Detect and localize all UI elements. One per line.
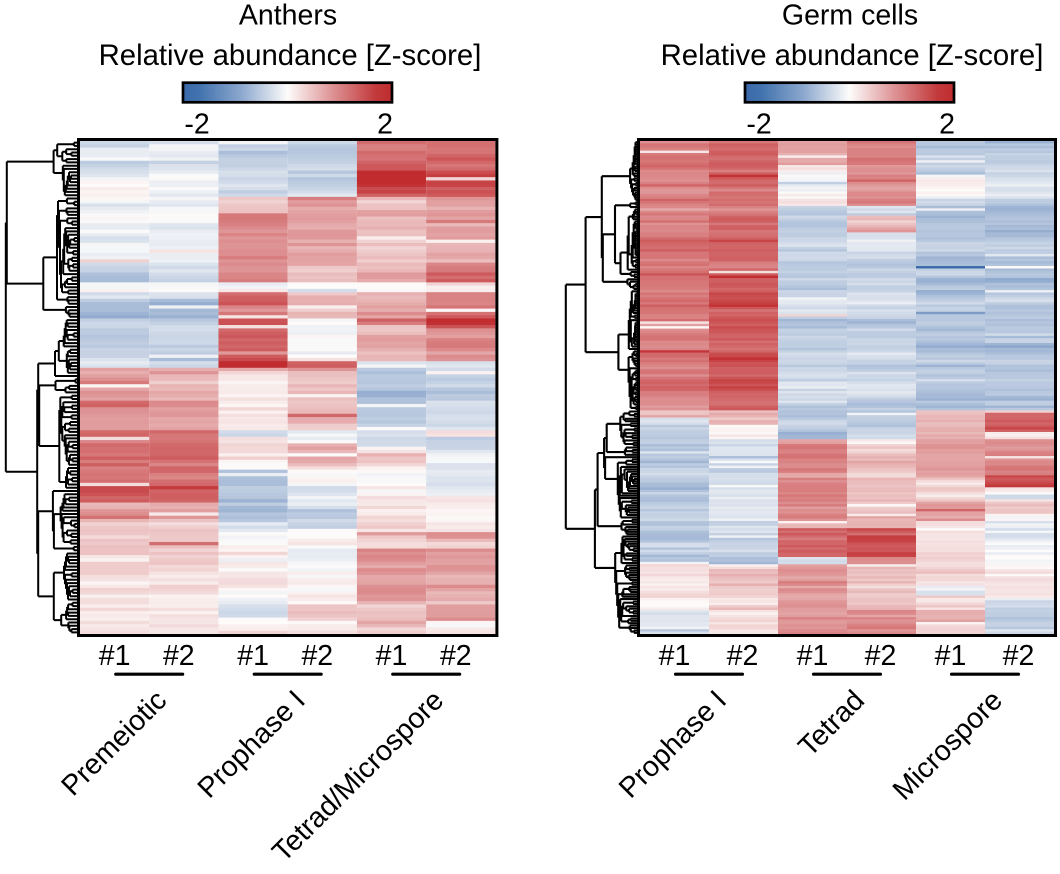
svg-text:#2: #2	[865, 640, 897, 672]
svg-text:#2: #2	[727, 640, 759, 672]
svg-text:#1: #1	[659, 640, 691, 672]
svg-text:#2: #2	[163, 640, 195, 672]
svg-text:-2: -2	[184, 109, 209, 141]
svg-text:Relative abundance [Z-score]: Relative abundance [Z-score]	[661, 39, 1044, 72]
svg-text:Anthers: Anthers	[239, 0, 337, 32]
svg-text:#1: #1	[237, 640, 269, 672]
svg-text:Relative abundance [Z-score]: Relative abundance [Z-score]	[99, 39, 482, 72]
svg-text:#1: #1	[376, 640, 408, 672]
svg-text:2: 2	[939, 109, 955, 141]
svg-text:#1: #1	[935, 640, 967, 672]
svg-text:#2: #2	[440, 640, 472, 672]
svg-text:2: 2	[377, 109, 393, 141]
svg-text:#2: #2	[1003, 640, 1035, 672]
svg-text:#1: #1	[797, 640, 829, 672]
svg-text:#2: #2	[301, 640, 333, 672]
svg-text:Germ cells: Germ cells	[782, 0, 918, 32]
svg-text:#1: #1	[99, 640, 131, 672]
svg-text:-2: -2	[746, 109, 771, 141]
